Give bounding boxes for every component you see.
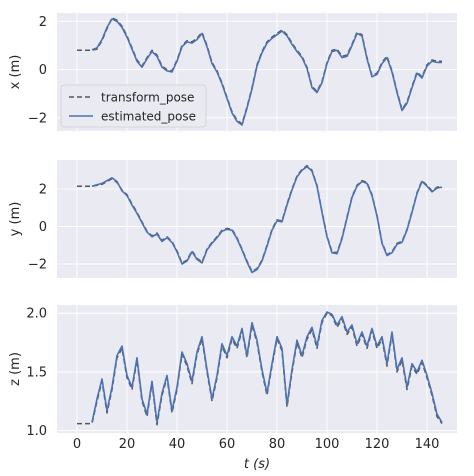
y-tick-label: 1.5 (26, 365, 47, 380)
x-axis-label: t (s) (244, 457, 270, 472)
y-axis-label: z (m) (8, 352, 23, 386)
y-tick-label: 2.0 (26, 307, 47, 322)
y-tick-label: −2 (28, 111, 47, 126)
x-tick-label: 40 (169, 437, 186, 452)
x-position-panel: −2 0 2 x (m) transform_pose estimated_pose (8, 13, 457, 131)
plot-area (57, 305, 457, 433)
y-axis-label: x (m) (8, 55, 23, 90)
x-tick-label: 60 (219, 437, 236, 452)
legend: transform_pose estimated_pose (60, 84, 207, 128)
y-tick-label: 2 (39, 15, 47, 30)
legend-box (60, 84, 207, 128)
legend-label: estimated_pose (101, 110, 196, 124)
x-tick-label: 120 (365, 437, 390, 452)
estimated-pose-line (91, 18, 442, 126)
z-position-panel: 1.0 1.5 2.0 z (m) 0 20 40 60 80 100 120 140 (8, 305, 457, 452)
y-tick-label: 0 (39, 220, 47, 235)
y-tick-label: 0 (39, 63, 47, 78)
y-axis-label: y (m) (8, 202, 23, 237)
legend-label: transform_pose (101, 91, 194, 105)
estimated-pose-line (91, 165, 443, 274)
x-tick-label: 20 (119, 437, 136, 452)
y-position-panel: −2 0 2 y (m) (8, 160, 457, 278)
x-tick-label: 140 (415, 437, 440, 452)
estimated-pose-line (91, 311, 443, 424)
x-tick-label: 80 (269, 437, 286, 452)
plot-area (57, 160, 457, 278)
x-tick-label: 0 (73, 437, 81, 452)
y-tick-label: 1.0 (26, 424, 47, 439)
y-tick-label: −2 (28, 257, 47, 272)
x-tick-label: 100 (315, 437, 340, 452)
y-tick-label: 2 (39, 183, 47, 198)
